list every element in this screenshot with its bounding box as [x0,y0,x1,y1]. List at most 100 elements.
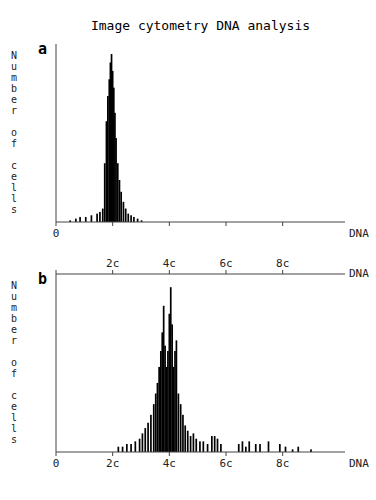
title: Image cytometry DNA analysis [91,18,310,33]
bar [255,444,257,452]
y-axis-label-letter: s [11,434,17,445]
bar [75,219,77,222]
bar [182,415,184,452]
bar [158,367,160,452]
panel-label: a [38,40,47,58]
x-tick-label: 0 [53,227,60,240]
x-tick-label: 6c [219,457,232,470]
y-axis-label-letter: r [11,105,17,116]
bar [133,217,135,222]
x-axis-line [56,222,345,223]
bar [117,163,119,222]
bar [220,444,222,452]
y-axis-label-letter: u [11,291,17,302]
x-axis-label: DNA [349,457,369,470]
y-axis-label-letter: o [11,357,17,368]
x2-tick [169,270,170,274]
bar [120,192,122,222]
y-axis-label-letter: e [11,401,17,412]
x2-tick [226,270,227,274]
x2-tick-label: 8c [276,257,289,270]
bar [150,415,152,452]
x-axis-label: DNA [349,227,369,240]
y-axis-label: Number of cells [11,50,17,215]
x-tick-label: 4c [163,457,176,470]
bar [248,441,250,452]
bar [137,219,139,222]
x-tick [226,452,227,456]
x-tick [282,452,283,456]
x2-tick [282,270,283,274]
y-axis-label-letter: c [11,160,17,171]
bar [184,425,186,452]
bar [176,340,178,452]
y-axis-line [56,44,57,222]
bar [297,447,299,452]
y-axis-label-letter: l [11,412,17,423]
y-axis-label-letter [11,346,17,357]
bar [178,394,180,452]
y-axis-label-letter [11,116,17,127]
bar [122,447,124,452]
x-tick [56,452,57,456]
x-tick [282,222,283,226]
bar [238,444,240,452]
y-axis-label-letter: N [11,280,17,291]
bar [134,441,136,452]
y-axis-label-letter: c [11,390,17,401]
x2-tick [56,270,57,274]
bar [147,423,149,452]
y-axis-label-letter: N [11,50,17,61]
bar [202,441,204,452]
bar [187,431,189,452]
chart: 0 DNA a Image cytometry DNA analysis Number … [0,0,376,500]
bar [199,441,201,452]
bar [279,444,281,452]
bar [211,436,213,452]
bar [207,444,209,452]
y-axis-line [56,274,57,452]
bar [126,444,128,452]
bar [155,394,157,452]
x2-tick [112,270,113,274]
panel: 02c4c6c8cDNA2c4c6c8cDNAbNumber of cells [11,257,369,470]
bar [104,163,106,222]
bar [125,209,127,222]
x-axis-line [56,452,345,453]
x2-axis-line [56,274,345,275]
bar [195,439,197,452]
y-axis-label-letter: e [11,94,17,105]
x-tick-label: 0 [53,457,60,470]
y-axis-label-letter: e [11,324,17,335]
x2-tick-label: 4c [163,257,176,270]
x-tick [169,452,170,456]
bar [217,439,219,452]
bar [193,433,195,452]
y-axis-label-letter: l [11,193,17,204]
bar [79,217,81,222]
bar [285,447,287,452]
x-tick [226,222,227,226]
bar [214,436,216,452]
y-axis-label-letter: b [11,83,17,94]
y-axis-label-letter: m [11,72,17,83]
bars [69,54,142,222]
bar [268,441,270,452]
background [0,0,376,500]
y-axis-label: Number of cells [11,280,17,445]
bar [130,215,132,222]
y-axis-label-letter [11,379,17,390]
bar [259,444,261,452]
x2-axis-label: DNA [349,267,369,280]
bars [117,287,311,452]
x-tick-label: 8c [276,457,289,470]
panel: 0DNAaImage cytometry DNA analysisNumber … [11,18,369,240]
x-tick [112,452,113,456]
bar [85,217,87,222]
bar [127,214,129,222]
bar [144,428,146,452]
bar [180,404,182,452]
y-axis-label-letter [11,149,17,160]
x-tick-label: 2c [106,457,119,470]
panel-label: b [38,270,47,288]
